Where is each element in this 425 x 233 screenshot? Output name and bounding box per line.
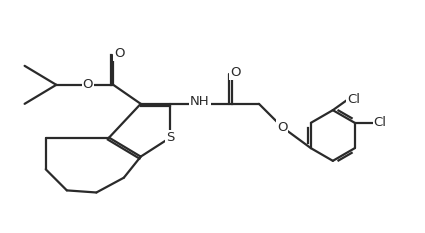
Text: O: O xyxy=(114,47,125,60)
Text: O: O xyxy=(277,120,287,134)
Text: NH: NH xyxy=(190,95,210,108)
Text: Cl: Cl xyxy=(348,93,360,106)
Text: O: O xyxy=(83,78,93,91)
Text: Cl: Cl xyxy=(374,116,387,129)
Text: S: S xyxy=(166,131,175,144)
Text: O: O xyxy=(230,66,241,79)
